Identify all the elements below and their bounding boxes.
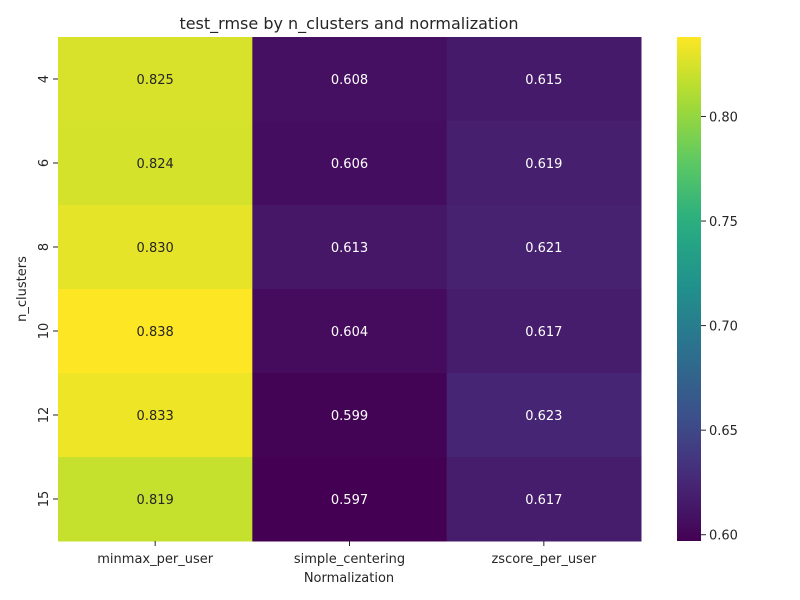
cell-value-label: 0.833 [137,409,174,424]
cell-value-label: 0.613 [331,241,368,256]
x-tick-label: minmax_per_user [97,552,213,567]
colorbar-tick-label: 0.75 [709,215,738,230]
x-axis-title: Normalization [304,571,394,586]
heatmap-cell [446,457,642,542]
y-tick-label: 15 [37,491,52,508]
cell-value-label: 0.838 [137,325,174,340]
x-tick-label: zscore_per_user [491,552,596,567]
chart-title: test_rmse by n_clusters and normalizatio… [179,14,518,34]
heatmap-cell [446,373,642,458]
heatmap-cell [446,121,642,206]
heatmap-cell [252,373,448,458]
heatmap-cells: 0.825 0.608 0.615 0.824 0.606 0.619 0.830 0.613… [58,37,642,542]
y-axis-title: n_clusters [15,256,30,322]
heatmap-cell [58,457,253,542]
cell-value-label: 0.819 [137,493,174,508]
heatmap-cell [252,37,448,122]
cell-value-label: 0.824 [137,157,174,172]
cell-value-label: 0.599 [331,409,368,424]
heatmap-cell [58,289,253,374]
heatmap-cell [58,121,253,206]
heatmap-cell [252,457,448,542]
colorbar-tick-label: 0.65 [709,424,738,439]
cell-value-label: 0.830 [137,241,174,256]
heatmap-cell [252,289,448,374]
heatmap-cell [58,373,253,458]
y-tick-label: 4 [37,75,52,83]
heatmap-cell [252,205,448,290]
colorbar-gradient [677,37,701,541]
cell-value-label: 0.608 [331,73,368,88]
cell-value-label: 0.606 [331,157,368,172]
cell-value-label: 0.825 [137,73,174,88]
heatmap-cell [252,121,448,206]
colorbar-tick-label: 0.60 [709,529,738,544]
heatmap-cell [446,37,642,122]
heatmap-cell [446,205,642,290]
heatmap-cell [58,37,253,122]
cell-value-label: 0.617 [525,493,562,508]
heatmap-cell [58,205,253,290]
x-tick-label: simple_centering [294,552,405,567]
cell-value-label: 0.597 [331,493,368,508]
x-axis-ticks: minmax_per_user simple_centering zscore_pe… [97,541,597,567]
colorbar: 0.60 0.65 0.70 0.75 0.80 [677,37,738,544]
cell-value-label: 0.615 [525,73,562,88]
y-tick-label: 10 [37,323,52,340]
colorbar-tick-label: 0.80 [709,110,738,125]
y-tick-label: 8 [37,243,52,251]
heatmap-cell [446,289,642,374]
colorbar-tick-label: 0.70 [709,320,738,335]
cell-value-label: 0.604 [331,325,368,340]
cell-value-label: 0.617 [525,325,562,340]
cell-value-label: 0.619 [525,157,562,172]
cell-value-label: 0.623 [525,409,562,424]
y-tick-label: 12 [37,407,52,424]
y-axis-ticks: 4 6 8 10 12 15 [37,75,58,507]
cell-value-label: 0.621 [525,241,562,256]
y-tick-label: 6 [37,159,52,167]
